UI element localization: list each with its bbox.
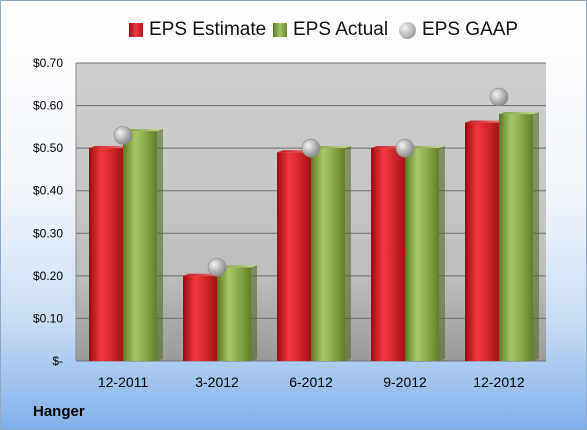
bar-eps-actual-side — [157, 129, 163, 361]
legend-swatch-eps-actual — [273, 23, 287, 37]
legend-swatch-eps-estimate — [129, 23, 143, 37]
gaap-markers — [113, 87, 509, 277]
bar-eps-actual-side — [439, 146, 445, 361]
bar-eps-actual-side — [345, 146, 351, 361]
marker-eps-gaap — [301, 138, 321, 158]
marker-eps-gaap — [395, 138, 415, 158]
bar-eps-actual — [123, 131, 157, 361]
y-tick-label: $0.30 — [33, 226, 63, 240]
bar-eps-estimate — [89, 148, 123, 361]
bar-eps-actual — [311, 148, 345, 361]
bar-eps-actual-side — [251, 265, 257, 361]
y-tick-label: $0.60 — [33, 99, 63, 113]
x-tick-label: 6-2012 — [289, 374, 333, 390]
bars — [89, 111, 539, 361]
legend-label-eps-actual: EPS Actual — [293, 19, 389, 40]
legend: EPS Estimate EPS Actual EPS GAAP — [1, 17, 586, 43]
x-tick-label: 12-2012 — [473, 374, 525, 390]
x-tick-label: 12-2011 — [98, 374, 149, 390]
bar-eps-estimate — [371, 148, 405, 361]
legend-label-eps-gaap: EPS GAAP — [422, 19, 519, 40]
bar-eps-actual-top — [123, 129, 163, 132]
y-tick-label: $0.70 — [33, 56, 63, 70]
bar-eps-actual — [405, 148, 439, 361]
marker-eps-gaap — [489, 87, 509, 107]
y-tick-label: $- — [52, 354, 63, 368]
y-tick-label: $0.40 — [33, 184, 63, 198]
legend-swatch-eps-gaap — [399, 21, 416, 39]
x-tick-label: 9-2012 — [383, 374, 427, 390]
bar-eps-estimate-top — [465, 120, 505, 123]
bar-eps-actual-top — [217, 265, 257, 268]
y-tick-label: $0.10 — [33, 311, 63, 325]
y-tick-label: $0.20 — [33, 269, 63, 283]
legend-item-eps-estimate: EPS Estimate — [129, 17, 266, 43]
bar-eps-estimate — [465, 122, 499, 361]
legend-item-eps-gaap: EPS GAAP — [399, 17, 518, 43]
bar-eps-estimate-top — [89, 146, 129, 149]
x-tick-label: 3-2012 — [195, 374, 239, 390]
bar-eps-actual-top — [311, 146, 351, 149]
legend-label-eps-estimate: EPS Estimate — [149, 19, 267, 40]
y-tick-label: $0.50 — [33, 141, 63, 155]
bar-eps-actual — [217, 267, 251, 361]
bar-eps-estimate — [277, 152, 311, 361]
company-name: Hanger — [33, 403, 85, 420]
bar-eps-actual — [499, 114, 533, 361]
bar-eps-actual-top — [499, 111, 539, 115]
bar-eps-actual-top — [405, 146, 445, 149]
y-axis-ticks: $0.70 $0.60 $0.50 $0.40 $0.30 $0.20 $0.10 $- — [33, 56, 63, 368]
legend-item-eps-actual: EPS Actual — [273, 17, 388, 43]
marker-eps-gaap — [207, 258, 227, 277]
marker-eps-gaap — [113, 126, 133, 145]
bar-eps-actual-side — [533, 111, 539, 361]
bar-eps-estimate — [183, 275, 217, 361]
x-axis-labels: 12-2011 3-2012 6-2012 9-2012 12-2012 — [98, 374, 525, 390]
